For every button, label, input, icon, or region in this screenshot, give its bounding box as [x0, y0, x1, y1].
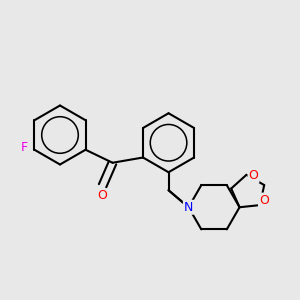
Text: O: O	[98, 189, 107, 202]
Text: O: O	[248, 169, 258, 182]
Text: N: N	[184, 201, 193, 214]
Text: O: O	[259, 194, 269, 207]
Text: F: F	[21, 141, 28, 154]
